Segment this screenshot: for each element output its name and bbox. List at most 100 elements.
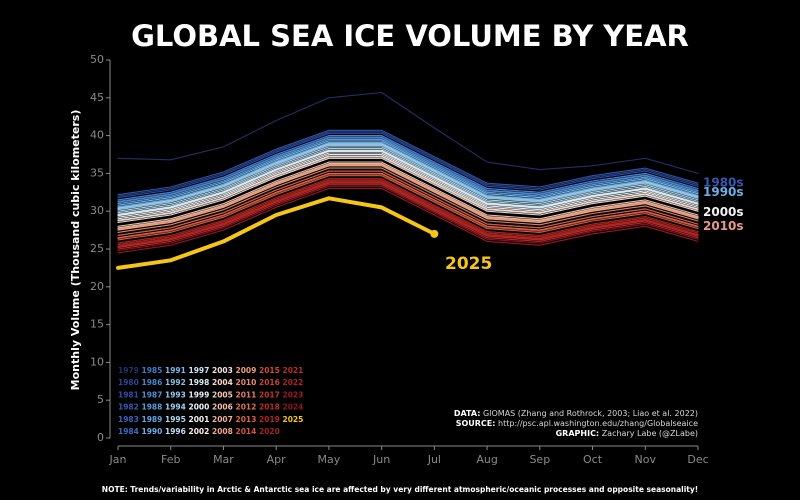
legend-entry: 1985	[142, 366, 163, 375]
y-tick-label: 10	[90, 355, 104, 368]
legend-entry: 1980	[118, 378, 139, 387]
series-line	[117, 172, 699, 239]
legend-entry: 1996	[165, 427, 186, 436]
legend-entry: 1994	[165, 403, 186, 412]
source-line: GRAPHIC: Zachary Labe (@ZLabe)	[556, 429, 698, 438]
y-tick-label: 5	[97, 393, 104, 406]
series-line	[117, 132, 699, 199]
series-line	[117, 164, 699, 230]
series-line	[117, 141, 699, 208]
series-line	[117, 185, 699, 252]
legend-entry: 1986	[142, 378, 163, 387]
series-line	[117, 91, 699, 174]
legend-entry: 1999	[189, 390, 210, 399]
series-line	[117, 170, 699, 236]
series-line	[117, 150, 699, 216]
legend-entry: 2002	[189, 427, 210, 436]
legend-entry: 1993	[165, 390, 186, 399]
y-tick-label: 0	[97, 431, 104, 444]
series-line	[117, 167, 699, 233]
y-tick-label: 45	[90, 91, 104, 104]
series-line	[117, 150, 699, 217]
annotation: 1980s	[703, 176, 744, 190]
legend-entry: 2022	[283, 378, 304, 387]
x-tick-label: Sep	[529, 453, 550, 466]
source-text: GIOMAS (Zhang and Rothrock, 2003; Liao e…	[483, 409, 698, 418]
y-tick-label: 35	[90, 166, 104, 179]
legend-entry: 1995	[165, 415, 186, 424]
legend-entry: 2021	[283, 366, 304, 375]
series-line	[117, 187, 699, 254]
series-line	[117, 149, 699, 215]
legend-entry: 2003	[212, 366, 233, 375]
legend-entry: 2013	[236, 415, 257, 424]
legend-entry: 1997	[189, 366, 210, 375]
x-tick-label: Dec	[687, 453, 708, 466]
series-line	[117, 181, 699, 248]
annotation: 1990s	[703, 185, 744, 199]
series-line	[117, 129, 699, 196]
y-tick-label: 50	[90, 53, 104, 66]
series-line	[117, 142, 699, 208]
y-axis-label: Monthly Volume (Thousand cubic kilometer…	[69, 110, 82, 391]
source-line: DATA: GIOMAS (Zhang and Rothrock, 2003; …	[454, 409, 698, 418]
legend-entry: 1982	[118, 403, 139, 412]
series-line	[117, 163, 699, 230]
series-line	[117, 163, 699, 229]
y-tick-label: 40	[90, 129, 104, 142]
x-tick-label: Feb	[161, 453, 180, 466]
legend-entry: 2000	[189, 403, 210, 412]
y-tick-label: 25	[90, 242, 104, 255]
series-line	[117, 153, 699, 220]
series-line	[117, 138, 699, 205]
series-line	[117, 179, 699, 246]
series-line	[117, 135, 699, 201]
legend-entry: 2025	[283, 415, 304, 424]
y-tick-label: 15	[90, 318, 104, 331]
series-line	[117, 181, 699, 247]
legend-entry: 2011	[236, 390, 257, 399]
x-tick-label: Oct	[583, 453, 603, 466]
series-line	[117, 165, 699, 231]
legend-entry: 1998	[189, 378, 210, 387]
annotation: 2000s	[703, 205, 744, 219]
y-tick-label: 30	[90, 204, 104, 217]
legend-entry: 1989	[142, 415, 163, 424]
series-line	[117, 178, 699, 244]
series-line	[117, 175, 699, 241]
legend-entry: 1981	[118, 390, 139, 399]
series-line	[117, 184, 699, 250]
legend-entry: 2004	[212, 378, 233, 387]
series-line	[117, 143, 699, 209]
legend-entry: 2001	[189, 415, 210, 424]
end-marker	[430, 229, 439, 238]
x-tick-label: Jul	[427, 453, 441, 466]
legend-entry: 1979	[118, 366, 139, 375]
series-line	[117, 146, 699, 212]
legend-entry: 1984	[118, 427, 139, 436]
series-line	[117, 182, 699, 249]
source-label: GRAPHIC:	[556, 429, 600, 438]
series-line	[117, 144, 699, 211]
series-line	[117, 140, 699, 206]
source-label: DATA:	[454, 409, 481, 418]
series-line	[117, 157, 699, 224]
legend-entry: 2018	[259, 403, 280, 412]
legend-entry: 1988	[142, 403, 163, 412]
legend-entry: 2005	[212, 390, 233, 399]
legend-entry: 2019	[259, 415, 280, 424]
annotation: 2010s	[703, 219, 744, 233]
series-line	[116, 196, 437, 270]
legend-entry: 2020	[259, 427, 280, 436]
legend-entry: 2008	[212, 427, 233, 436]
legend-entry: 2017	[259, 390, 280, 399]
legend-entry: 2016	[259, 378, 280, 387]
legend-entry: 1992	[165, 378, 186, 387]
legend-entry: 2024	[283, 403, 304, 412]
x-tick-label: Mar	[213, 453, 234, 466]
legend-entry: 2015	[259, 366, 280, 375]
source-line: SOURCE: http://psc.apl.washington.edu/zh…	[456, 419, 698, 428]
series-line	[117, 155, 699, 221]
series-line	[117, 136, 699, 202]
